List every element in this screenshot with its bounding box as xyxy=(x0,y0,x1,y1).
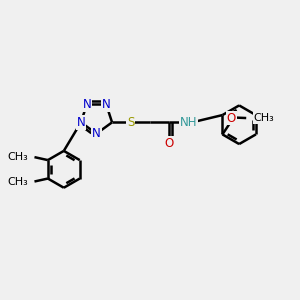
Text: N: N xyxy=(92,127,101,140)
Text: O: O xyxy=(164,137,174,150)
Text: S: S xyxy=(127,116,134,129)
Text: CH₃: CH₃ xyxy=(7,152,28,162)
Text: O: O xyxy=(227,112,236,124)
Text: CH₃: CH₃ xyxy=(7,176,28,187)
Text: N: N xyxy=(76,116,85,129)
Text: N: N xyxy=(102,98,110,111)
Text: N: N xyxy=(82,98,91,111)
Text: CH₃: CH₃ xyxy=(254,113,274,123)
Text: NH: NH xyxy=(180,116,197,129)
